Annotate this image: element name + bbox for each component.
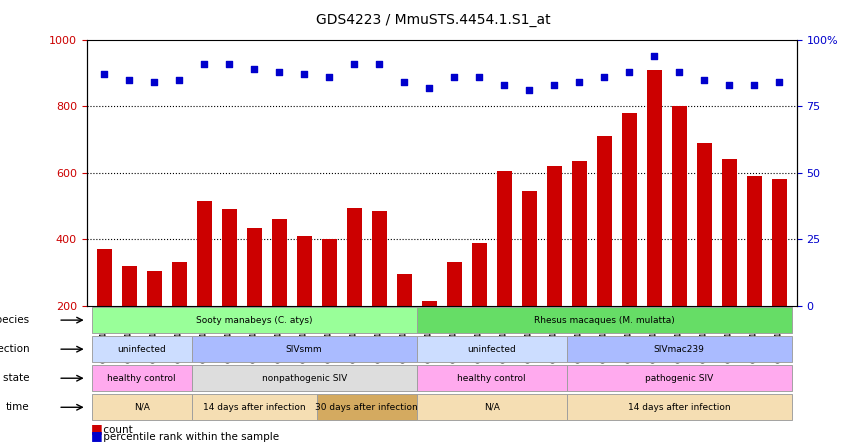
Point — [247, 66, 261, 73]
FancyBboxPatch shape — [417, 307, 792, 333]
Bar — [297, 236, 312, 372]
Bar — [422, 301, 436, 372]
Text: uninfected: uninfected — [117, 345, 166, 354]
Text: nonpathogenic SIV: nonpathogenic SIV — [262, 374, 346, 383]
Bar — [497, 171, 512, 372]
Bar — [97, 249, 112, 372]
Point — [647, 52, 661, 59]
FancyBboxPatch shape — [566, 394, 792, 420]
Point — [322, 74, 336, 81]
Bar — [622, 113, 637, 372]
FancyBboxPatch shape — [92, 336, 191, 362]
Point — [697, 76, 711, 83]
FancyBboxPatch shape — [566, 336, 792, 362]
Text: ■: ■ — [91, 422, 103, 435]
Text: 14 days after infection: 14 days after infection — [203, 403, 306, 412]
Bar — [197, 201, 211, 372]
Point — [772, 79, 786, 86]
FancyBboxPatch shape — [191, 336, 417, 362]
Text: 14 days after infection: 14 days after infection — [628, 403, 731, 412]
FancyBboxPatch shape — [566, 365, 792, 391]
FancyBboxPatch shape — [417, 365, 566, 391]
Bar — [121, 266, 137, 372]
Point — [122, 76, 136, 83]
Text: infection: infection — [0, 344, 29, 354]
Point — [297, 71, 311, 78]
FancyBboxPatch shape — [92, 394, 191, 420]
Bar — [647, 70, 662, 372]
Point — [447, 74, 461, 81]
Bar — [247, 228, 262, 372]
Bar — [321, 239, 337, 372]
Text: ■: ■ — [91, 429, 103, 442]
Point — [97, 71, 111, 78]
Bar — [146, 271, 162, 372]
Point — [623, 68, 637, 75]
Point — [722, 82, 736, 89]
Bar — [672, 107, 687, 372]
Bar — [447, 262, 462, 372]
Text: N/A: N/A — [133, 403, 150, 412]
Point — [747, 82, 761, 89]
Text: healthy control: healthy control — [107, 374, 176, 383]
Point — [223, 60, 236, 67]
Text: 30 days after infection: 30 days after infection — [315, 403, 418, 412]
FancyBboxPatch shape — [191, 394, 317, 420]
Bar — [697, 143, 712, 372]
Point — [672, 68, 686, 75]
Bar — [222, 209, 236, 372]
Bar — [397, 274, 411, 372]
Point — [472, 74, 486, 81]
Text: percentile rank within the sample: percentile rank within the sample — [100, 432, 279, 442]
Bar — [772, 179, 786, 372]
Point — [172, 76, 186, 83]
Text: count: count — [100, 425, 132, 435]
Text: SIVsmm: SIVsmm — [286, 345, 322, 354]
Point — [272, 68, 286, 75]
Bar — [746, 176, 762, 372]
Text: disease state: disease state — [0, 373, 29, 383]
Bar — [372, 211, 386, 372]
Bar — [346, 208, 362, 372]
FancyBboxPatch shape — [92, 365, 191, 391]
Point — [497, 82, 511, 89]
Bar — [572, 161, 586, 372]
Bar — [171, 262, 186, 372]
Text: pathogenic SIV: pathogenic SIV — [645, 374, 714, 383]
Point — [397, 79, 411, 86]
FancyBboxPatch shape — [92, 307, 417, 333]
FancyBboxPatch shape — [417, 394, 566, 420]
Text: N/A: N/A — [484, 403, 500, 412]
Point — [598, 74, 611, 81]
Text: SIVmac239: SIVmac239 — [654, 345, 705, 354]
Point — [572, 79, 586, 86]
Text: GDS4223 / MmuSTS.4454.1.S1_at: GDS4223 / MmuSTS.4454.1.S1_at — [316, 13, 550, 28]
Bar — [597, 136, 611, 372]
Text: healthy control: healthy control — [457, 374, 526, 383]
Text: time: time — [6, 402, 29, 412]
Text: Sooty manabeys (C. atys): Sooty manabeys (C. atys) — [196, 316, 313, 325]
Point — [347, 60, 361, 67]
Bar — [272, 219, 287, 372]
Bar — [472, 242, 487, 372]
Bar — [721, 159, 737, 372]
FancyBboxPatch shape — [417, 336, 566, 362]
Bar — [521, 191, 537, 372]
Point — [197, 60, 211, 67]
Point — [372, 60, 386, 67]
Text: Rhesus macaques (M. mulatta): Rhesus macaques (M. mulatta) — [533, 316, 675, 325]
Text: species: species — [0, 315, 29, 325]
FancyBboxPatch shape — [191, 365, 417, 391]
Text: uninfected: uninfected — [468, 345, 516, 354]
Point — [147, 79, 161, 86]
FancyBboxPatch shape — [317, 394, 417, 420]
Point — [423, 84, 436, 91]
Bar — [546, 166, 562, 372]
Point — [522, 87, 536, 94]
Point — [547, 82, 561, 89]
